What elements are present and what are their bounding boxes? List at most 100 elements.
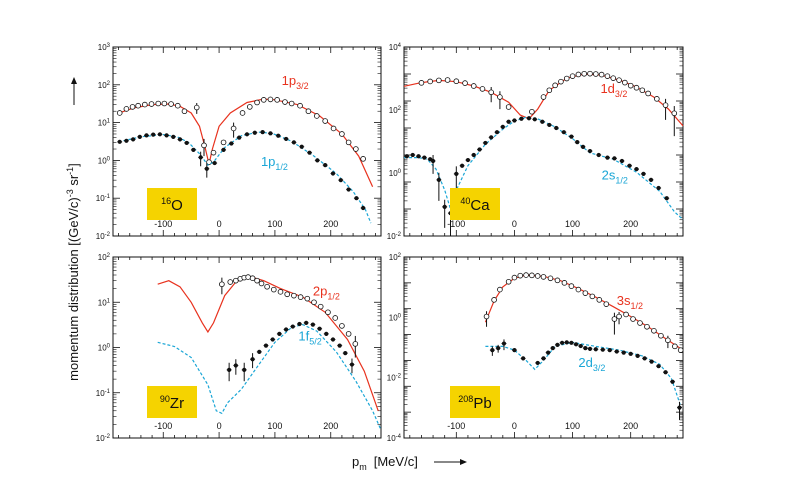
nucleus-box <box>450 188 500 220</box>
data-point <box>454 171 459 176</box>
x-tick-label: 200 <box>623 219 638 229</box>
series-label-1p3/2: 1p3/2 <box>282 73 309 91</box>
data-point <box>332 315 339 321</box>
y-tick-label: 10-1 <box>96 194 111 203</box>
data-point <box>649 359 654 364</box>
data-point <box>505 278 512 285</box>
data-point <box>337 343 342 348</box>
data-point <box>555 342 560 347</box>
data-point <box>563 75 570 82</box>
data-point <box>315 158 320 163</box>
data-point <box>641 171 646 176</box>
data-point <box>264 283 270 290</box>
data-point <box>547 122 552 128</box>
data-point <box>323 163 328 168</box>
data-point <box>621 350 626 355</box>
data-point <box>260 130 265 135</box>
series-label-2s1/2: 2s1/2 <box>602 167 628 185</box>
data-point <box>656 185 661 191</box>
data-point <box>142 101 148 108</box>
data-point <box>254 277 260 284</box>
data-point <box>252 130 257 135</box>
series-curve-2s1/2 <box>404 116 684 221</box>
data-point <box>607 348 612 353</box>
data-point <box>230 125 237 132</box>
data-point <box>488 89 494 96</box>
data-point <box>361 205 366 211</box>
data-point <box>338 178 343 183</box>
data-point <box>477 147 482 152</box>
data-point <box>603 301 610 307</box>
data-point <box>470 83 477 89</box>
y-tick-label: 10-2 <box>387 232 402 241</box>
data-point <box>677 405 682 410</box>
nucleus-box <box>147 188 197 220</box>
data-point <box>526 116 532 121</box>
y-tick-label: 102 <box>389 253 402 262</box>
data-point <box>204 166 209 171</box>
data-point <box>304 295 311 302</box>
data-point <box>151 132 156 137</box>
data-point <box>135 102 141 109</box>
data-point <box>671 110 678 117</box>
data-point <box>506 119 511 124</box>
data-point <box>512 348 517 353</box>
data-point <box>161 100 168 107</box>
data-point <box>343 351 348 356</box>
data-point <box>245 274 251 280</box>
data-point <box>534 273 541 279</box>
series-curve-3s1/2 <box>484 274 684 351</box>
data-point <box>270 337 275 342</box>
data-point <box>612 156 617 161</box>
data-point <box>483 313 490 320</box>
data-point <box>339 323 345 329</box>
data-point <box>297 102 303 109</box>
data-point <box>575 286 582 293</box>
plot-frame <box>112 46 382 237</box>
data-point <box>561 280 568 286</box>
y-tick-label: 104 <box>389 43 402 52</box>
x-tick-label: 200 <box>323 421 338 431</box>
data-point <box>500 124 505 129</box>
data-point <box>297 294 304 300</box>
data-point <box>290 324 295 329</box>
series-label-1p1/2: 1p1/2 <box>261 154 288 172</box>
y-tick-label: 102 <box>98 81 111 90</box>
data-point <box>249 275 256 282</box>
data-point <box>605 155 610 160</box>
data-point <box>206 159 212 165</box>
data-point <box>307 150 312 155</box>
x-axis-label: pm [MeV/c] <box>352 454 418 472</box>
data-point <box>622 79 628 86</box>
data-point <box>244 132 250 137</box>
data-point <box>305 108 312 115</box>
data-point <box>155 100 162 107</box>
data-point <box>410 152 415 158</box>
data-point <box>174 102 181 109</box>
data-point <box>483 140 488 146</box>
data-point <box>648 177 654 182</box>
data-point <box>511 274 518 281</box>
data-point <box>317 326 322 331</box>
data-point <box>582 290 589 296</box>
data-point <box>569 73 576 79</box>
data-point <box>672 343 678 350</box>
data-point <box>665 337 671 344</box>
data-point <box>220 139 227 146</box>
data-point <box>554 277 561 284</box>
data-point <box>144 133 149 138</box>
y-axis-label-main: momentum distribution [(GeV/c) <box>66 197 81 381</box>
data-point <box>662 102 669 108</box>
data-point <box>598 71 605 78</box>
data-point <box>573 342 579 347</box>
data-point <box>353 146 359 152</box>
data-point <box>529 108 535 115</box>
data-point <box>600 347 605 352</box>
data-point <box>596 152 601 158</box>
data-point <box>263 343 269 348</box>
plot-frame <box>403 46 684 237</box>
data-point <box>168 101 174 107</box>
data-point <box>404 154 410 159</box>
data-point <box>116 110 123 116</box>
